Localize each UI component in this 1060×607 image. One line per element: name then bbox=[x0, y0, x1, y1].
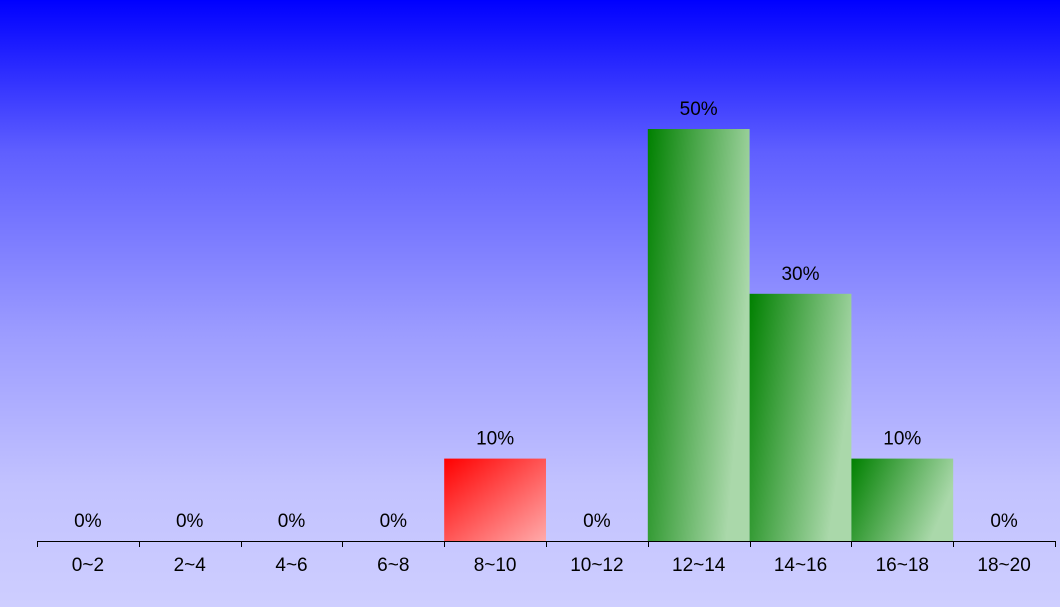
labels-group: 0% 0~2 0% 2~4 0% 4~6 0% 6~8 10% 8~10 0% 10~12 50% 12~… bbox=[72, 99, 1031, 576]
bar-14~16 bbox=[749, 293, 852, 541]
value-label-18~20: 0% bbox=[990, 511, 1018, 532]
category-label-12~14: 12~14 bbox=[672, 555, 726, 576]
value-label-8~10: 10% bbox=[476, 429, 514, 450]
value-label-14~16: 30% bbox=[781, 264, 819, 285]
category-label-16~18: 16~18 bbox=[876, 555, 929, 576]
value-label-16~18: 10% bbox=[883, 429, 921, 450]
category-label-4~6: 4~6 bbox=[275, 555, 307, 576]
bar-8~10 bbox=[444, 458, 546, 541]
category-label-18~20: 18~20 bbox=[977, 555, 1030, 576]
category-label-10~12: 10~12 bbox=[570, 555, 623, 576]
value-label-2~4: 0% bbox=[176, 511, 204, 532]
value-label-6~8: 0% bbox=[380, 511, 408, 532]
value-label-12~14: 50% bbox=[680, 99, 718, 120]
category-label-0~2: 0~2 bbox=[72, 555, 104, 576]
bars-group bbox=[444, 129, 954, 541]
bar-12~14 bbox=[647, 129, 750, 541]
value-label-4~6: 0% bbox=[278, 511, 306, 532]
category-label-2~4: 2~4 bbox=[174, 555, 207, 576]
value-label-10~12: 0% bbox=[583, 511, 611, 532]
value-label-0~2: 0% bbox=[74, 511, 102, 532]
category-label-14~16: 14~16 bbox=[774, 555, 827, 576]
x-axis bbox=[37, 541, 1056, 547]
category-label-6~8: 6~8 bbox=[377, 555, 409, 576]
bar-16~18 bbox=[851, 458, 954, 541]
category-label-8~10: 8~10 bbox=[474, 555, 517, 576]
